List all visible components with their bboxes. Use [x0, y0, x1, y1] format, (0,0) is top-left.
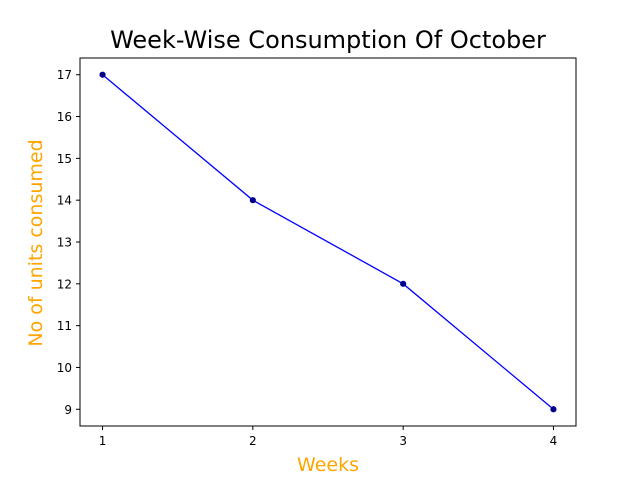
y-axis-label: No of units consumed — [25, 139, 47, 346]
data-point-0-1 — [249, 197, 256, 204]
x-tick-label-1: 2 — [249, 434, 257, 448]
y-tick-label-6: 15 — [57, 152, 72, 166]
data-point-0-2 — [400, 280, 407, 287]
data-point-0-3 — [550, 406, 557, 413]
y-tick-label-0: 9 — [64, 403, 72, 417]
data-point-0-0 — [99, 71, 106, 78]
y-tick-label-4: 13 — [57, 236, 72, 250]
y-tick-label-2: 11 — [57, 319, 72, 333]
x-axis-label: Weeks — [297, 454, 359, 476]
chart-title: Week-Wise Consumption Of October — [110, 26, 546, 54]
x-tick-label-0: 1 — [99, 434, 107, 448]
y-tick-label-3: 12 — [57, 277, 72, 291]
y-tick-label-1: 10 — [57, 361, 72, 375]
x-tick-label-2: 3 — [399, 434, 407, 448]
x-tick-label-3: 4 — [550, 434, 558, 448]
y-tick-label-5: 14 — [57, 194, 72, 208]
series-line-0 — [102, 74, 554, 410]
y-tick-label-7: 16 — [57, 110, 72, 124]
y-tick-label-8: 17 — [57, 68, 72, 82]
